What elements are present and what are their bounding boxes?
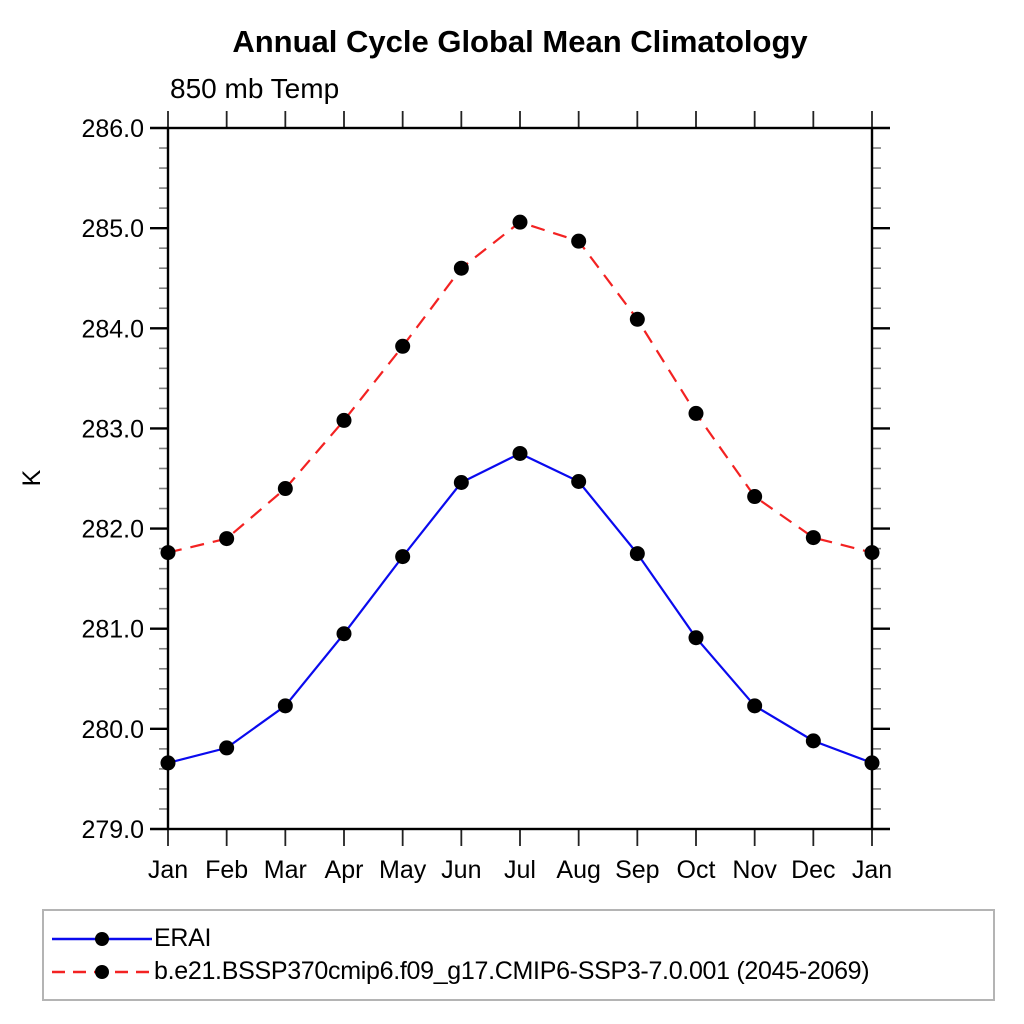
x-axis-tick-label: Dec bbox=[791, 856, 835, 884]
data-point-marker-0 bbox=[160, 755, 176, 771]
series-line-1 bbox=[167, 220, 873, 554]
data-point-marker-1 bbox=[805, 530, 821, 546]
x-axis-tick-label: Sep bbox=[615, 856, 659, 884]
data-point-marker-0 bbox=[688, 630, 704, 646]
legend: ERAI b.e21.BSSP370cmip6.f09_g17.CMIP6-SS… bbox=[42, 909, 995, 1001]
data-point-marker-1 bbox=[160, 545, 176, 561]
x-axis-tick-label: Jun bbox=[441, 856, 481, 884]
data-point-marker-1 bbox=[629, 311, 645, 327]
legend-marker-icon bbox=[95, 964, 109, 979]
data-point-marker-1 bbox=[277, 481, 293, 497]
data-point-marker-1 bbox=[512, 214, 528, 230]
data-point-marker-1 bbox=[571, 233, 587, 249]
x-axis-tick-label: Jan bbox=[148, 856, 188, 884]
y-axis-tick-label: 285.0 bbox=[81, 215, 144, 243]
data-point-marker-1 bbox=[453, 260, 469, 276]
legend-label-cesm: b.e21.BSSP370cmip6.f09_g17.CMIP6-SSP3-7.… bbox=[154, 957, 870, 985]
legend-marker-icon bbox=[95, 931, 109, 946]
data-point-marker-0 bbox=[395, 549, 411, 565]
y-axis-tick-label: 286.0 bbox=[81, 115, 144, 143]
data-point-marker-1 bbox=[688, 405, 704, 421]
y-axis-tick-label: 280.0 bbox=[81, 716, 144, 744]
x-axis-tick-label: Apr bbox=[325, 856, 364, 884]
plot-area: 279.0 280.0 281.0 282.0 283.0 284.0 285.0 286.0… bbox=[81, 111, 892, 884]
legend-line-sample-cesm bbox=[52, 964, 152, 979]
data-point-marker-0 bbox=[805, 733, 821, 749]
plot-border bbox=[166, 126, 874, 831]
x-axis-tick-label: Feb bbox=[205, 856, 248, 884]
y-axis-tick-label: 283.0 bbox=[81, 415, 144, 443]
x-axis-tick-label: Jan bbox=[852, 856, 892, 884]
data-point-marker-0 bbox=[453, 475, 469, 491]
x-axis-tick-label: Nov bbox=[732, 856, 777, 884]
data-point-marker-0 bbox=[864, 755, 880, 771]
data-point-marker-1 bbox=[336, 412, 352, 428]
data-point-marker-1 bbox=[747, 489, 763, 505]
data-point-marker-0 bbox=[219, 740, 235, 756]
x-axis-tick-label: May bbox=[379, 856, 427, 884]
y-axis-title: K bbox=[18, 469, 46, 486]
legend-row-cesm: b.e21.BSSP370cmip6.f09_g17.CMIP6-SSP3-7.… bbox=[48, 956, 993, 987]
legend-row-erai: ERAI bbox=[48, 923, 993, 954]
y-axis-tick-label: 281.0 bbox=[81, 616, 144, 644]
chart-subtitle: 850 mb Temp bbox=[170, 73, 339, 104]
x-axis-tick-label: Jul bbox=[504, 856, 536, 884]
x-axis-tick-label: Aug bbox=[556, 856, 600, 884]
x-axis-tick-label: Mar bbox=[264, 856, 307, 884]
y-axis-tick-label: 284.0 bbox=[81, 315, 144, 343]
data-point-marker-0 bbox=[629, 546, 645, 562]
y-axis-tick-label: 279.0 bbox=[81, 816, 144, 844]
legend-line-sample-erai bbox=[52, 931, 152, 946]
x-axis-tick-label: Oct bbox=[677, 856, 716, 884]
data-point-marker-0 bbox=[336, 626, 352, 642]
legend-label-erai: ERAI bbox=[154, 924, 212, 952]
y-axis-tick-label: 282.0 bbox=[81, 516, 144, 544]
data-point-marker-1 bbox=[395, 338, 411, 354]
data-point-marker-0 bbox=[512, 445, 528, 461]
data-point-marker-1 bbox=[864, 545, 880, 561]
data-point-marker-1 bbox=[219, 531, 235, 547]
chart-title: Annual Cycle Global Mean Climatology bbox=[232, 24, 808, 59]
data-point-marker-0 bbox=[747, 698, 763, 714]
data-point-marker-0 bbox=[277, 698, 293, 714]
data-point-marker-0 bbox=[571, 474, 587, 490]
